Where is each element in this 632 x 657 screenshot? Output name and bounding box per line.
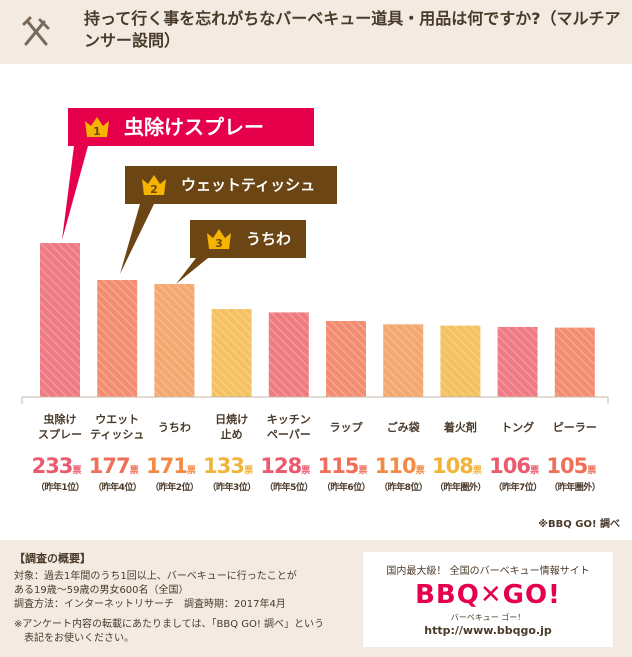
value-unit: 票 — [530, 464, 539, 476]
callout-label: 虫除けスプレー — [124, 115, 264, 139]
value-label: 133 — [203, 454, 244, 478]
value-label: 105 — [546, 454, 587, 478]
value-unit: 票 — [72, 464, 81, 476]
callout-pointer-3 — [176, 258, 208, 284]
last-year-rank: （昨年3位） — [207, 481, 255, 493]
brand-tagline: 国内最大級！ 全国のバーベキュー情報サイト — [386, 566, 590, 577]
survey-method: 調査方法：インターネットリサーチ 調査時期：2017年4月 — [14, 599, 286, 610]
callout-pointer-1 — [62, 146, 88, 240]
category-label: ピーラー — [553, 421, 597, 434]
callout-rank-2: 2 ウェットティッシュ — [125, 166, 337, 204]
callout-pointer-2 — [120, 204, 154, 274]
survey-note-line2: 表記をお使いください。 — [14, 633, 134, 644]
survey-heading: 【調査の概要】 — [14, 552, 91, 565]
category-label: ペーパー — [267, 428, 311, 441]
value-label: 233 — [32, 454, 73, 478]
brand-panel: 国内最大級！ 全国のバーベキュー情報サイト BBQ✕GO! バーベキュー ゴー！… — [345, 540, 632, 657]
survey-target-line2: ある19歳〜59歳の男女600名（全国） — [14, 585, 189, 596]
header-banner: 持って行く事を忘れがちなバーベキュー道具・用品は何ですか?（マルチアンサー設問） — [0, 0, 632, 64]
value-label: 115 — [318, 454, 359, 478]
last-year-rank: （昨年圏外） — [549, 481, 600, 493]
survey-target-line1: 対象：過去1年間のうち1回以上、バーベキューに行ったことが — [14, 571, 297, 582]
callout-rank-number: 1 — [93, 125, 101, 138]
bar-stripes-6 — [326, 320, 366, 397]
value-unit: 票 — [587, 464, 596, 476]
brand-url[interactable]: http://www.bbqgo.jp — [424, 624, 552, 637]
value-label: 108 — [432, 454, 473, 478]
last-year-rank: （昨年4位） — [93, 481, 141, 493]
last-year-rank: （昨年1位） — [36, 481, 84, 493]
value-unit: 票 — [244, 464, 253, 476]
category-label: 止め — [221, 427, 243, 441]
callout-label: ウェットティッシュ — [181, 176, 316, 194]
bar-stripes-4 — [211, 309, 252, 397]
value-label: 171 — [146, 454, 187, 478]
value-label: 128 — [260, 454, 301, 478]
category-label: うちわ — [158, 421, 191, 434]
category-label: キッチン — [267, 413, 311, 426]
category-label: ごみ袋 — [387, 420, 421, 434]
survey-note-line1: ※アンケート内容の転載にあたりましては、「BBQ GO! 調べ」という — [14, 619, 325, 630]
bar-stripes-7 — [383, 324, 424, 397]
fork-knife-icon — [22, 16, 50, 46]
page-title: 持って行く事を忘れがちなバーベキュー道具・用品は何ですか?（マルチアンサー設問） — [84, 9, 621, 50]
source-note: ※BBQ GO! 調べ — [538, 517, 620, 530]
value-unit: 票 — [187, 464, 196, 476]
category-label: ラップ — [330, 420, 364, 434]
category-label: ティッシュ — [90, 428, 144, 441]
brand-logo-sub: バーベキュー ゴー！ — [450, 613, 526, 622]
value-label: 110 — [375, 454, 416, 478]
value-unit: 票 — [416, 464, 425, 476]
brand-box[interactable]: 国内最大級！ 全国のバーベキュー情報サイト BBQ✕GO! バーベキュー ゴー！… — [363, 552, 613, 647]
callout-rank-1: 1 虫除けスプレー — [68, 108, 314, 146]
bar-stripes-5 — [268, 312, 309, 397]
value-unit: 票 — [358, 464, 367, 476]
crown-icon: 3 — [207, 229, 231, 250]
bar-stripes-10 — [554, 327, 595, 397]
crown-icon: 1 — [85, 117, 109, 138]
callout-rank-number: 2 — [150, 183, 158, 196]
last-year-rank: （昨年5位） — [265, 481, 313, 493]
last-year-rank: （昨年8位） — [379, 481, 427, 493]
category-label: ウエット — [95, 413, 139, 426]
last-year-rank: （昨年7位） — [493, 481, 541, 493]
last-year-rank: （昨年6位） — [322, 481, 370, 493]
callout-rank-3: 3 うちわ — [190, 220, 306, 258]
category-label: 日焼け — [215, 412, 248, 426]
value-unit: 票 — [301, 464, 310, 476]
crown-icon: 2 — [142, 175, 166, 196]
survey-summary: 【調査の概要】 対象：過去1年間のうち1回以上、バーベキューに行ったことが ある… — [0, 540, 345, 657]
bar-stripes-8 — [440, 325, 481, 397]
value-label: 177 — [89, 454, 130, 478]
category-label: 着火剤 — [443, 420, 477, 434]
brand-logo: BBQ✕GO! — [415, 580, 561, 610]
callout-pointers — [62, 146, 208, 284]
bar-stripes-3 — [154, 283, 195, 397]
last-year-rank: （昨年圏外） — [435, 481, 486, 493]
callout-rank-number: 3 — [215, 237, 223, 250]
category-label: トング — [501, 420, 534, 434]
last-year-rank: （昨年2位） — [150, 481, 198, 493]
category-label: スプレー — [38, 427, 82, 441]
category-label: 虫除け — [44, 412, 77, 426]
bar-stripes-2 — [97, 280, 138, 397]
callout-label: うちわ — [246, 230, 292, 248]
value-unit: 票 — [473, 464, 482, 476]
value-label: 106 — [489, 454, 530, 478]
bar-stripes-9 — [497, 326, 538, 397]
value-unit: 票 — [130, 464, 139, 476]
bar-stripes-1 — [40, 243, 80, 397]
